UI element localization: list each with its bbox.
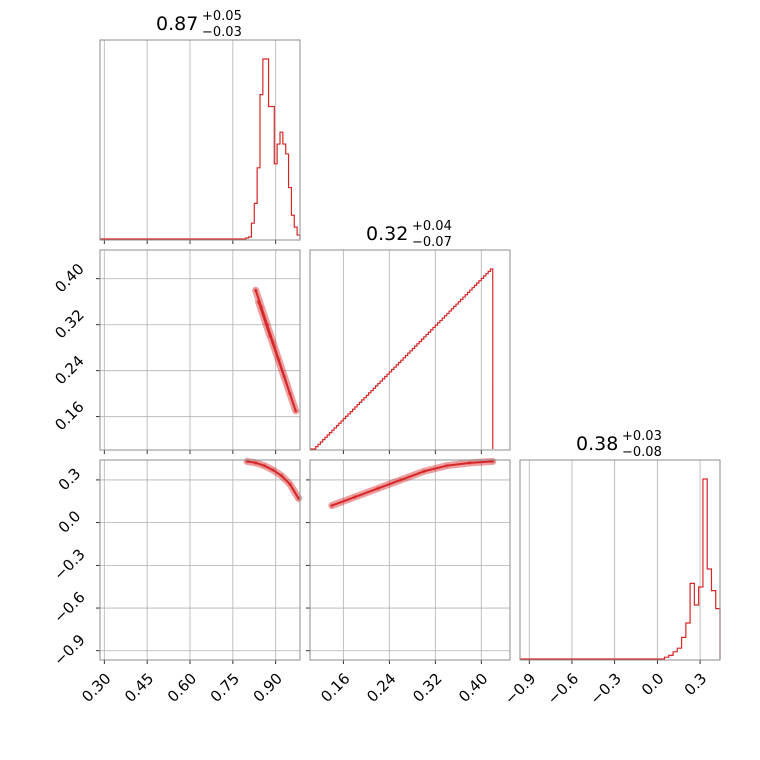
x-tick-label: 0.40 — [455, 670, 491, 706]
histogram-3 — [520, 478, 721, 660]
histogram-2 — [310, 268, 494, 450]
y-tick-label: 0.24 — [51, 352, 87, 388]
contour-band — [328, 457, 497, 510]
title-plus: +0.03 — [622, 429, 662, 444]
title-plus: +0.04 — [412, 219, 452, 234]
x-tick-label: 0.30 — [78, 670, 114, 706]
x-tick-label: 0.45 — [121, 670, 157, 706]
y-tick-label: 0.32 — [51, 306, 87, 342]
hist-2-frame — [309, 249, 511, 451]
y-tick-label: 0.3 — [55, 464, 85, 494]
contour-line — [246, 460, 300, 500]
hist-panel-2 — [310, 250, 494, 454]
title-plus: +0.05 — [202, 9, 242, 24]
histogram-1 — [100, 58, 301, 240]
title-minus: −0.07 — [412, 235, 452, 250]
y-tick-label: −0.6 — [50, 588, 88, 626]
scatter-panel-2 — [96, 457, 303, 664]
y-tick-label: 0.40 — [51, 260, 87, 296]
scatter-panel-3 — [306, 457, 510, 664]
title-value: 0.32 — [366, 223, 408, 245]
panel-title-3: 0.38 +0.03−0.08 — [576, 429, 662, 460]
scatter-2-frame — [99, 459, 301, 661]
y-tick-label: 0.16 — [51, 398, 87, 434]
y-tick-label: −0.3 — [50, 545, 88, 583]
x-tick-label: 0.0 — [638, 670, 668, 700]
contour-line — [254, 289, 297, 412]
hist-1-frame — [99, 39, 301, 241]
contour-line — [330, 460, 494, 507]
x-tick-label: 0.75 — [207, 670, 243, 706]
hist-panel-3 — [520, 460, 721, 664]
scatter-1-frame — [99, 249, 301, 451]
x-tick-label: 0.90 — [250, 670, 286, 706]
x-tick-label: 0.60 — [164, 670, 200, 706]
title-value: 0.38 — [576, 433, 618, 455]
x-tick-label: 0.16 — [317, 670, 353, 706]
title-minus: −0.03 — [202, 25, 242, 40]
title-minus: −0.08 — [622, 445, 662, 460]
panel-title-1: 0.87 +0.05−0.03 — [156, 9, 242, 40]
x-tick-label: 0.24 — [363, 670, 399, 706]
hist-panel-1 — [100, 40, 301, 244]
y-tick-label: −0.9 — [50, 631, 88, 669]
hist-3-frame — [519, 459, 721, 661]
scatter-panel-1 — [96, 250, 300, 454]
x-tick-label: −0.9 — [501, 670, 539, 708]
y-tick-label: 0.0 — [55, 507, 85, 537]
title-value: 0.87 — [156, 13, 198, 35]
x-tick-label: −0.3 — [586, 670, 624, 708]
x-tick-label: −0.6 — [544, 670, 582, 708]
x-tick-label: 0.32 — [409, 670, 445, 706]
panel-title-2: 0.32 +0.04−0.07 — [366, 219, 452, 250]
x-tick-label: 0.3 — [681, 670, 711, 700]
scatter-3-frame — [309, 459, 511, 661]
